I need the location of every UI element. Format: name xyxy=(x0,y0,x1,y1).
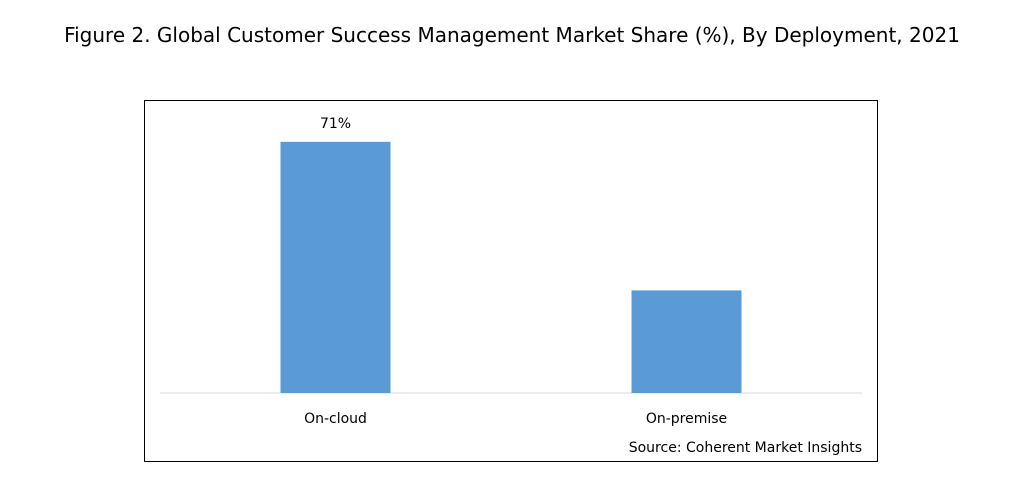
bar-group xyxy=(280,141,742,393)
label-group: On-cloud 71% On-premise xyxy=(304,116,727,427)
x-tick-label: On-cloud xyxy=(304,411,367,427)
bar-on-premise xyxy=(631,290,742,393)
data-label: 71% xyxy=(320,116,351,132)
chart-frame xyxy=(144,100,878,462)
source-note: Source: Coherent Market Insights xyxy=(629,440,862,456)
bar-on-cloud xyxy=(280,141,391,393)
figure-title: Figure 2. Global Customer Success Manage… xyxy=(64,23,960,47)
x-tick-label: On-premise xyxy=(646,411,727,427)
